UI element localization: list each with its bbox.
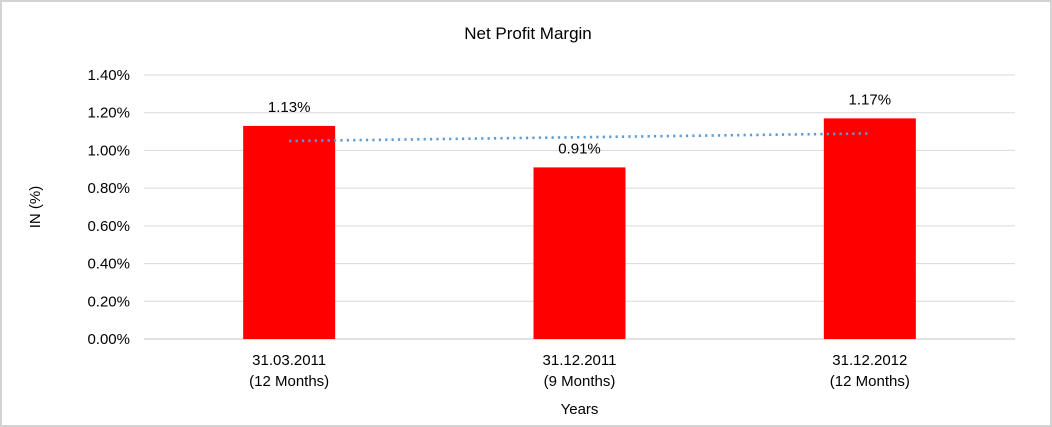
y-axis-title: IN (%)	[27, 186, 44, 229]
bar-value-label: 0.91%	[558, 140, 601, 157]
trendline	[289, 132, 870, 143]
x-tick-label-line2: (9 Months)	[544, 373, 616, 390]
bar-value-label: 1.17%	[849, 91, 892, 108]
y-tick-label: 1.20%	[87, 105, 130, 122]
x-tick-label-line2: (12 Months)	[830, 373, 910, 390]
x-tick-label-line1: 31.12.2011	[543, 352, 617, 369]
y-tick-label: 0.80%	[87, 180, 130, 197]
y-tick-label: 0.40%	[87, 256, 130, 273]
x-tick-label-line1: 31.12.2012	[832, 352, 907, 369]
y-tick-label: 0.20%	[87, 293, 130, 310]
bar-value-label: 1.13%	[268, 99, 311, 116]
chart-title: Net Profit Margin	[464, 24, 592, 43]
x-tick-label-line2: (12 Months)	[249, 373, 329, 390]
y-tick-label: 0.00%	[87, 331, 130, 348]
x-tick-label-line1: 31.03.2011	[252, 352, 326, 369]
bar-31.12.2012	[823, 118, 916, 339]
y-tick-label: 0.60%	[87, 218, 130, 235]
y-tick-label: 1.00%	[87, 142, 130, 159]
bar-31.12.2011	[533, 167, 626, 339]
y-tick-label: 1.40%	[87, 67, 130, 84]
x-axis-title: Years	[561, 401, 599, 418]
bar-31.03.2011	[243, 125, 336, 340]
